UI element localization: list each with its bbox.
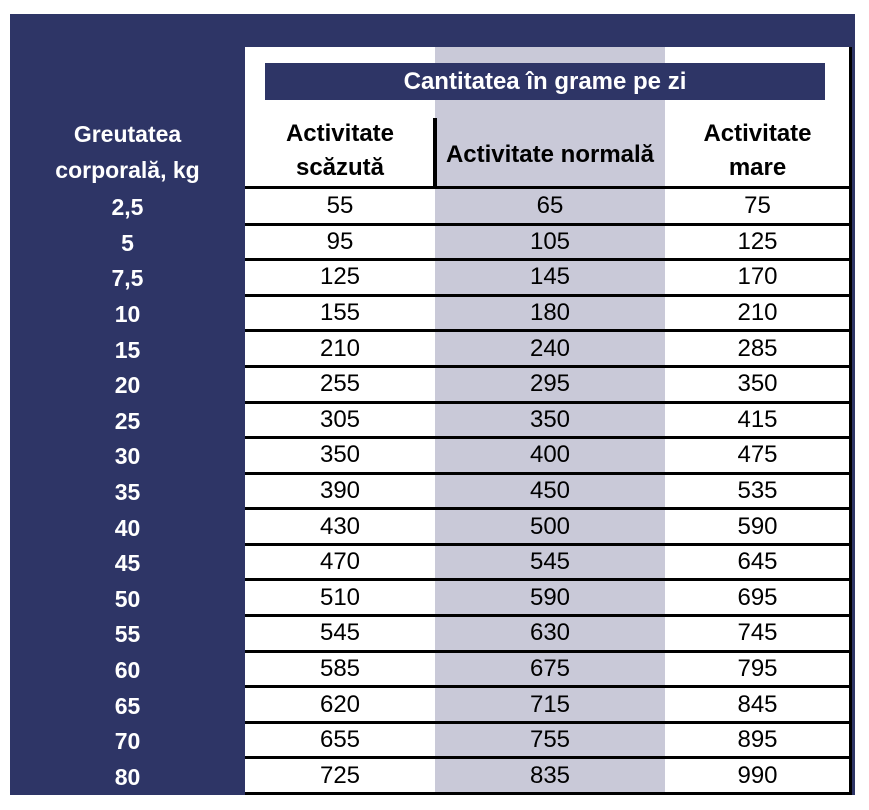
row-line — [245, 400, 852, 404]
cell-value: 295 — [529, 370, 571, 398]
cell-value: 255 — [319, 370, 361, 398]
row-label: 2,5 — [111, 194, 144, 221]
cell-value: 155 — [319, 299, 361, 327]
row-line — [245, 720, 852, 724]
cell-value: 125 — [737, 227, 778, 255]
row-label: 70 — [114, 728, 141, 755]
cell-value: 500 — [529, 512, 571, 540]
cell-value: 585 — [319, 654, 361, 682]
cell-value: 655 — [319, 726, 361, 754]
row-line — [245, 792, 852, 795]
column-header: Activitate mare — [703, 120, 812, 181]
row-line — [245, 756, 852, 760]
highlight-column — [435, 47, 665, 795]
cell-value: 430 — [319, 512, 361, 540]
cell-value: 145 — [529, 263, 571, 291]
row-line — [245, 436, 852, 440]
cell-value: 510 — [319, 583, 361, 611]
cell-value: 645 — [737, 548, 778, 576]
row-line — [245, 364, 852, 368]
cell-value: 95 — [326, 227, 354, 255]
cell-value: 835 — [529, 761, 571, 789]
row-label: 35 — [114, 478, 141, 505]
cell-value: 400 — [529, 441, 571, 469]
cell-value: 475 — [737, 441, 778, 469]
row-label: 20 — [114, 372, 141, 399]
row-line — [245, 542, 852, 546]
row-label: 5 — [121, 229, 134, 256]
cell-value: 125 — [319, 263, 361, 291]
row-line — [245, 293, 852, 297]
cell-value: 725 — [319, 761, 361, 789]
cell-value: 75 — [744, 192, 771, 220]
cell-value: 845 — [737, 690, 778, 718]
row-label: 7,5 — [111, 265, 144, 292]
row-line — [245, 222, 852, 226]
cell-value: 55 — [326, 192, 354, 220]
cell-value: 695 — [737, 583, 778, 611]
row-line — [245, 685, 852, 689]
cell-value: 105 — [529, 227, 571, 255]
row-label: 25 — [114, 407, 141, 434]
cell-value: 545 — [529, 548, 571, 576]
row-label: 65 — [114, 692, 141, 719]
cell-value: 65 — [536, 192, 564, 220]
row-line — [245, 329, 852, 333]
row-label: 45 — [114, 550, 141, 577]
row-label: 10 — [114, 301, 141, 328]
cell-value: 240 — [529, 334, 571, 362]
cell-value: 415 — [737, 405, 778, 433]
row-label: 80 — [114, 763, 141, 790]
cell-value: 795 — [737, 654, 778, 682]
cell-value: 350 — [319, 441, 361, 469]
row-label: 50 — [114, 585, 141, 612]
table-title: Cantitatea în grame pe zi — [265, 63, 825, 100]
row-label: 55 — [114, 621, 141, 648]
row-label: 40 — [114, 514, 141, 541]
header-line — [245, 186, 852, 189]
cell-value: 285 — [737, 334, 778, 362]
cell-value: 755 — [529, 726, 571, 754]
cell-value: 745 — [737, 619, 778, 647]
cell-value: 305 — [319, 405, 361, 433]
cell-value: 590 — [737, 512, 778, 540]
cell-value: 450 — [529, 476, 571, 504]
row-header: Greutatea corporală, kg — [55, 121, 200, 183]
cell-value: 470 — [319, 548, 361, 576]
cell-value: 620 — [319, 690, 361, 718]
cell-value: 170 — [737, 263, 778, 291]
row-line — [245, 507, 852, 511]
row-line — [245, 578, 852, 582]
header-divider — [433, 118, 437, 186]
column-header: Activitate normală — [445, 141, 655, 168]
cell-value: 535 — [737, 476, 778, 504]
cell-value: 590 — [529, 583, 571, 611]
cell-value: 210 — [319, 334, 361, 362]
right-border — [849, 47, 852, 795]
cell-value: 350 — [737, 370, 778, 398]
row-label: 15 — [114, 336, 141, 363]
cell-value: 630 — [529, 619, 571, 647]
cell-value: 180 — [529, 299, 571, 327]
cell-value: 990 — [737, 761, 778, 789]
cell-value: 675 — [529, 654, 571, 682]
row-line — [245, 614, 852, 618]
row-line — [245, 258, 852, 262]
cell-value: 390 — [319, 476, 361, 504]
cell-value: 715 — [529, 690, 571, 718]
row-line — [245, 649, 852, 653]
cell-value: 545 — [319, 619, 361, 647]
cell-value: 210 — [737, 299, 778, 327]
cell-value: 895 — [737, 726, 778, 754]
column-header: Activitate scăzută — [285, 120, 395, 181]
row-line — [245, 471, 852, 475]
row-label: 30 — [114, 443, 141, 470]
row-label: 60 — [114, 656, 141, 683]
cell-value: 350 — [529, 405, 571, 433]
